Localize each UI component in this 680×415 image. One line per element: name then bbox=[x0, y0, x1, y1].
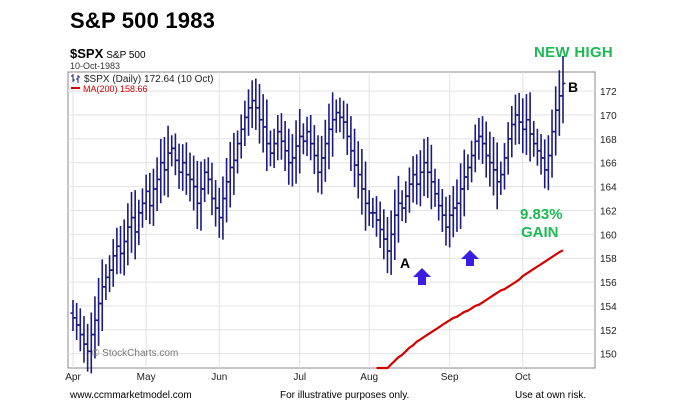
x-tick-label: May bbox=[137, 372, 156, 383]
footer-disclaimer: For illustrative purposes only. bbox=[280, 390, 410, 401]
y-tick-label: 166 bbox=[600, 159, 617, 170]
ma200-line bbox=[376, 249, 564, 370]
legend-ohlc-icon bbox=[71, 74, 80, 83]
point-b-label: B bbox=[568, 79, 578, 95]
point-a-label: A bbox=[400, 255, 410, 271]
x-tick-label: Jun bbox=[211, 372, 227, 383]
up-arrow-icon bbox=[413, 268, 431, 285]
y-tick-label: 154 bbox=[600, 302, 617, 313]
y-tick-label: 172 bbox=[600, 87, 617, 98]
footer-risk: Use at own risk. bbox=[515, 390, 587, 401]
y-tick-label: 168 bbox=[600, 135, 617, 146]
ohlc-bars bbox=[70, 56, 566, 374]
y-axis: 150 152 154 156 158 160 162 164 166 168 170 172 bbox=[600, 87, 617, 361]
y-tick-label: 156 bbox=[600, 278, 617, 289]
x-tick-label: Jul bbox=[293, 372, 306, 383]
y-tick-label: 164 bbox=[600, 183, 617, 194]
y-tick-label: 170 bbox=[600, 111, 617, 122]
y-tick-label: 150 bbox=[600, 350, 617, 361]
y-tick-label: 160 bbox=[600, 230, 617, 241]
legend: $SPX (Daily) 172.64 (10 Oct) MA(200) 158… bbox=[71, 74, 214, 94]
y-tick-label: 152 bbox=[600, 326, 617, 337]
legend-price: $SPX (Daily) 172.64 (10 Oct) bbox=[84, 74, 214, 85]
plot-frame bbox=[67, 71, 596, 369]
x-tick-label: Oct bbox=[515, 372, 531, 383]
up-arrow-icon bbox=[461, 250, 479, 266]
chart-date: 10-Oct-1983 bbox=[70, 61, 121, 71]
x-tick-label: Apr bbox=[65, 372, 81, 383]
symbol-ticker: $SPX bbox=[70, 46, 104, 61]
x-axis: Apr May Jun Jul Aug Sep Oct bbox=[65, 372, 531, 383]
y-tick-label: 158 bbox=[600, 254, 617, 265]
gain-percent: 9.83% bbox=[520, 206, 563, 223]
symbol-line: $SPX S&P 500 bbox=[70, 46, 146, 61]
watermark: © StockCharts.com bbox=[92, 348, 178, 359]
footer-website: www.ccmmarketmodel.com bbox=[70, 390, 192, 401]
chart-title: S&P 500 1983 bbox=[70, 8, 216, 33]
legend-ma: MA(200) 158.66 bbox=[83, 84, 148, 94]
x-tick-label: Aug bbox=[360, 372, 378, 383]
symbol-name: S&P 500 bbox=[106, 50, 146, 61]
new-high-label: NEW HIGH bbox=[534, 44, 614, 61]
gain-label: GAIN bbox=[521, 224, 559, 241]
x-tick-label: Sep bbox=[441, 372, 459, 383]
ohlc-bar bbox=[560, 56, 566, 124]
y-tick-label: 162 bbox=[600, 206, 617, 217]
